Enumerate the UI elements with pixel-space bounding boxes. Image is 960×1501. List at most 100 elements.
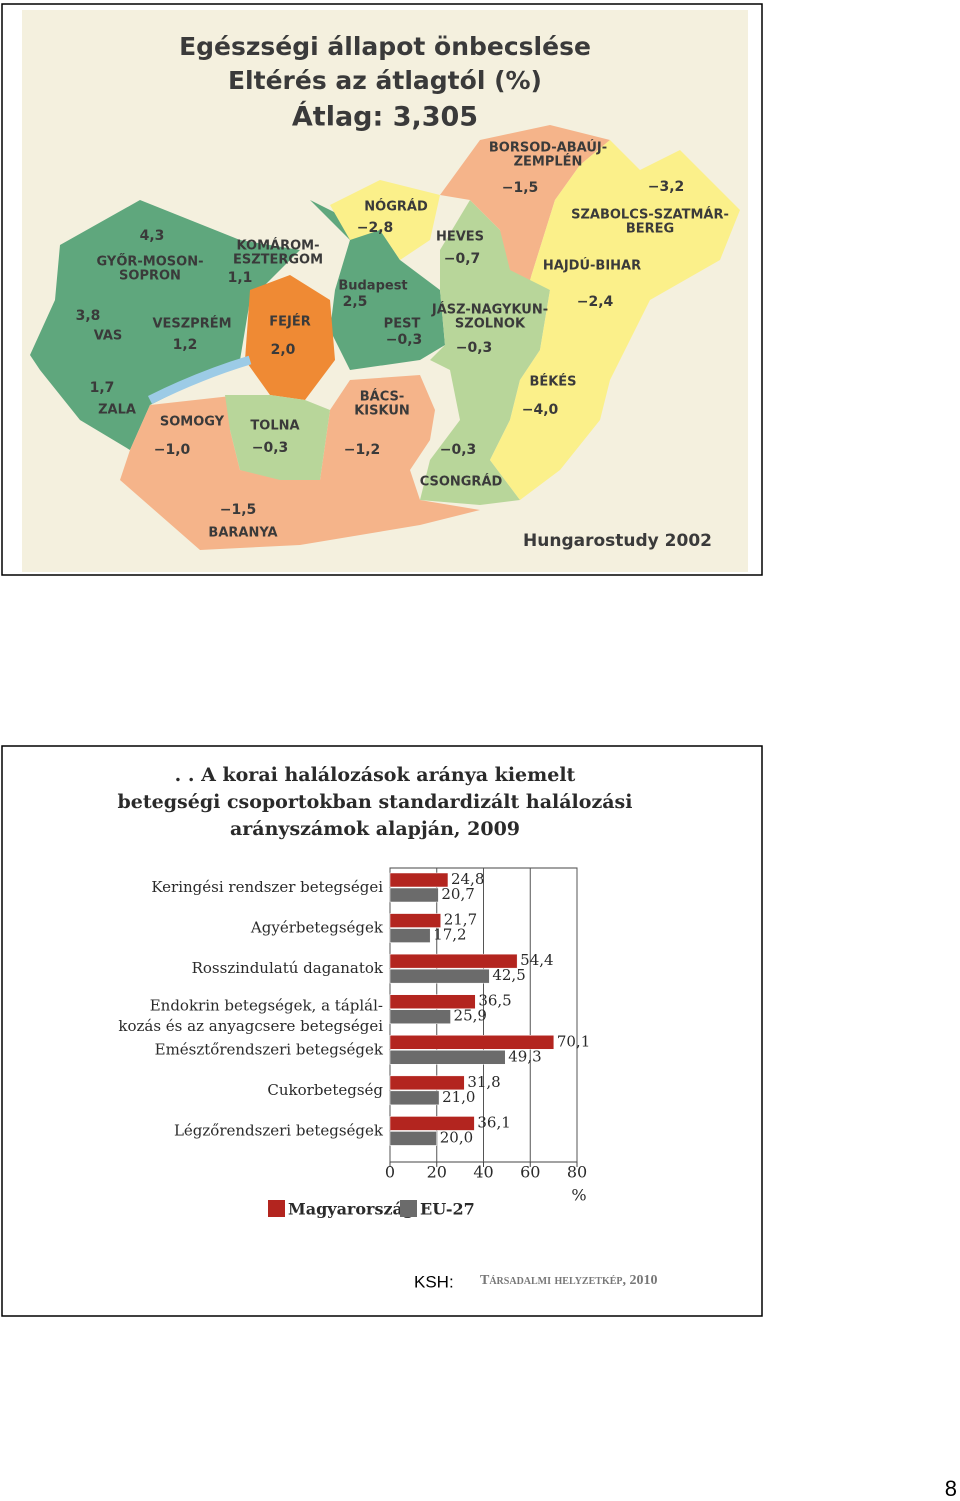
region-value: −1,2 (344, 442, 381, 458)
value-label: 49,3 (508, 1047, 541, 1065)
region-value: −0,3 (440, 442, 477, 458)
region-shape (120, 375, 480, 550)
bar (389, 1050, 506, 1065)
region-shape (310, 200, 445, 370)
x-axis-label: % (571, 1186, 586, 1205)
region-value: −0,7 (444, 251, 481, 267)
value-label: 21,7 (444, 911, 477, 929)
map-caption: Hungarostudy 2002 (523, 531, 712, 551)
region-name: VAS (94, 329, 123, 344)
value-label: 20,0 (440, 1128, 473, 1146)
value-label: 25,9 (454, 1007, 487, 1025)
value-label: 70,1 (557, 1032, 590, 1050)
region-name: TOLNA (250, 419, 299, 434)
page-number: 8 (945, 1476, 957, 1501)
region-name: HEVES (436, 230, 484, 245)
region-value: 4,3 (140, 228, 165, 244)
bar (389, 872, 449, 888)
bar (389, 887, 439, 903)
chart-frame (1, 745, 763, 1317)
region-value: 3,8 (76, 308, 101, 324)
region-value: 1,2 (173, 337, 198, 353)
category-label: Rosszindulatú daganatok (192, 959, 384, 977)
region-name: FEJÉR (269, 314, 311, 330)
bar (389, 1035, 555, 1050)
region-shape (330, 180, 440, 260)
map-title: Átlag: 3,305 (292, 101, 478, 133)
map: Egészségi állapot önbecslése Eltérés az á… (22, 10, 748, 572)
bar (389, 953, 518, 969)
region-value: 1,7 (90, 380, 115, 396)
region-name: SZABOLCS-SZATMÁR- (571, 207, 729, 223)
region-name: SOMOGY (160, 415, 225, 430)
region-value: −1,5 (220, 502, 257, 518)
region-value: −3,2 (648, 179, 685, 195)
x-tick-label: 40 (473, 1163, 493, 1182)
legend-swatch (400, 1200, 417, 1217)
region-shape (440, 125, 610, 280)
chart-title: . . A korai halálozások aránya kiemelt (175, 764, 576, 786)
x-tick-label: 20 (427, 1163, 447, 1182)
value-label: 36,5 (478, 992, 511, 1010)
value-label: 42,5 (492, 966, 525, 984)
region-name: ZEMPLÉN (514, 154, 583, 170)
region-name: BÉKÉS (529, 374, 576, 390)
bar (389, 968, 490, 984)
bar (389, 1116, 475, 1131)
region-name: NÓGRÁD (364, 199, 428, 215)
region-shape (225, 395, 330, 480)
map-title: Egészségi állapot önbecslése (179, 32, 591, 61)
bar (389, 1009, 451, 1024)
region-value: −2,8 (357, 220, 394, 236)
value-label: 17,2 (433, 926, 466, 944)
legend-label: EU-27 (420, 1200, 475, 1219)
value-label: 21,0 (442, 1088, 475, 1106)
region-name: BORSOD-ABAÚJ- (489, 140, 607, 156)
value-label: 24,8 (451, 870, 484, 888)
region-shape (245, 275, 335, 400)
region-name: GYŐR-MOSON- (97, 254, 204, 270)
region-name: KOMÁROM- (237, 238, 320, 254)
region-name: BARANYA (208, 526, 277, 541)
chart-title: arányszámok alapján, 2009 (230, 818, 520, 840)
region-shape (420, 200, 550, 505)
region-name: BEREG (626, 222, 674, 237)
value-label: 36,1 (477, 1113, 510, 1131)
x-tick-label: 60 (520, 1163, 540, 1182)
source-label: KSH: (414, 1272, 454, 1291)
category-label: Agyérbetegségek (250, 919, 384, 937)
region-name: ESZTERGOM (233, 253, 323, 268)
region-name: ZALA (98, 403, 136, 418)
region-name: Budapest (338, 279, 407, 294)
region-value: −1,0 (154, 442, 191, 458)
bar (389, 1131, 437, 1146)
region-value: −1,5 (502, 180, 539, 196)
x-tick-label: 0 (385, 1163, 395, 1182)
lake (147, 355, 252, 405)
region-name: BÁCS- (360, 389, 405, 405)
bar (389, 1090, 440, 1106)
region-value: −0,3 (386, 332, 423, 348)
bar (389, 1075, 465, 1091)
bar (389, 994, 476, 1009)
region-value: −4,0 (522, 402, 559, 418)
category-label: Endokrin betegségek, a táplál-kozás és a… (118, 997, 383, 1035)
region-value: 2,5 (343, 294, 368, 310)
chart-title: betegségi csoportokban standardizált hal… (118, 791, 633, 813)
region-value: 1,1 (228, 270, 253, 286)
x-tick-label: 80 (567, 1163, 587, 1182)
region-name: JÁSZ-NAGYKUN- (431, 302, 548, 318)
category-label: Keringési rendszer betegségei (151, 878, 383, 896)
source-publication: Társadalmi helyzetkép, 2010 (480, 1273, 658, 1288)
category-label: Cukorbetegség (267, 1081, 383, 1099)
region-value: 2,0 (271, 342, 296, 358)
region-value: −2,4 (577, 294, 614, 310)
chart: . . A korai halálozások aránya kiemelt be… (118, 764, 633, 1219)
region-name: KISKUN (354, 404, 410, 419)
region-shape (30, 200, 300, 450)
legend-swatch (268, 1200, 285, 1217)
region-name: PEST (384, 317, 421, 332)
bar (389, 928, 431, 943)
